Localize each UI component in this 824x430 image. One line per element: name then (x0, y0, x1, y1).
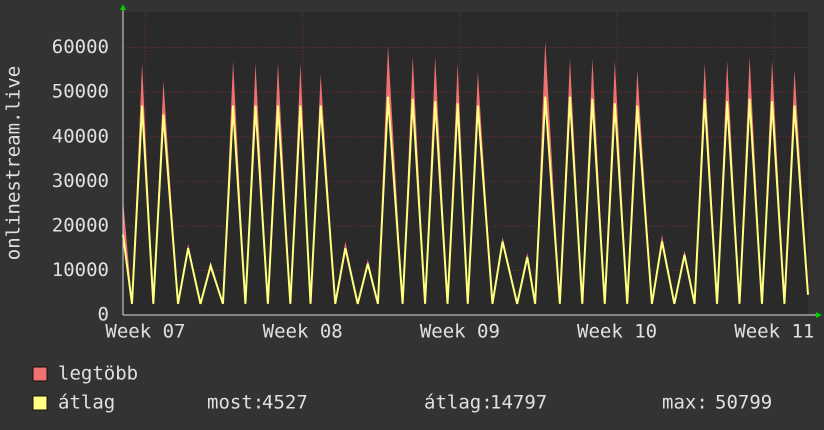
stat-value: 4527 (262, 392, 308, 414)
legend-swatch (32, 395, 48, 411)
avg-line (122, 96, 809, 305)
x-tick-label: Week 08 (263, 321, 343, 343)
stat-label: most: (207, 392, 264, 414)
x-tick-label: Week 07 (105, 321, 185, 343)
x-tick-label: Week 11 (734, 321, 814, 343)
y-arrow (120, 4, 126, 10)
y-tick-label: 10000 (52, 259, 109, 281)
stat-label: átlag: (424, 392, 493, 414)
y-tick-label: 50000 (52, 81, 109, 103)
x-tick-label: Week 09 (420, 321, 500, 343)
y-tick-label: 60000 (52, 36, 109, 58)
y-tick-label: 0 (98, 304, 109, 326)
legend-label: legtöbb (58, 363, 138, 385)
y-tick-label: 40000 (52, 125, 109, 147)
legend-swatch (32, 366, 48, 382)
y-tick-label: 20000 (52, 214, 109, 236)
x-arrow (816, 312, 822, 318)
stat-value: 14797 (490, 392, 547, 414)
stat-label: max: (662, 392, 708, 414)
y-tick-label: 30000 (52, 170, 109, 192)
y-axis-label: onlinestream.live (3, 66, 25, 260)
x-tick-label: Week 10 (577, 321, 657, 343)
legend-label: átlag (58, 392, 115, 414)
stat-value: 50799 (715, 392, 772, 414)
avg-mask (123, 96, 808, 315)
